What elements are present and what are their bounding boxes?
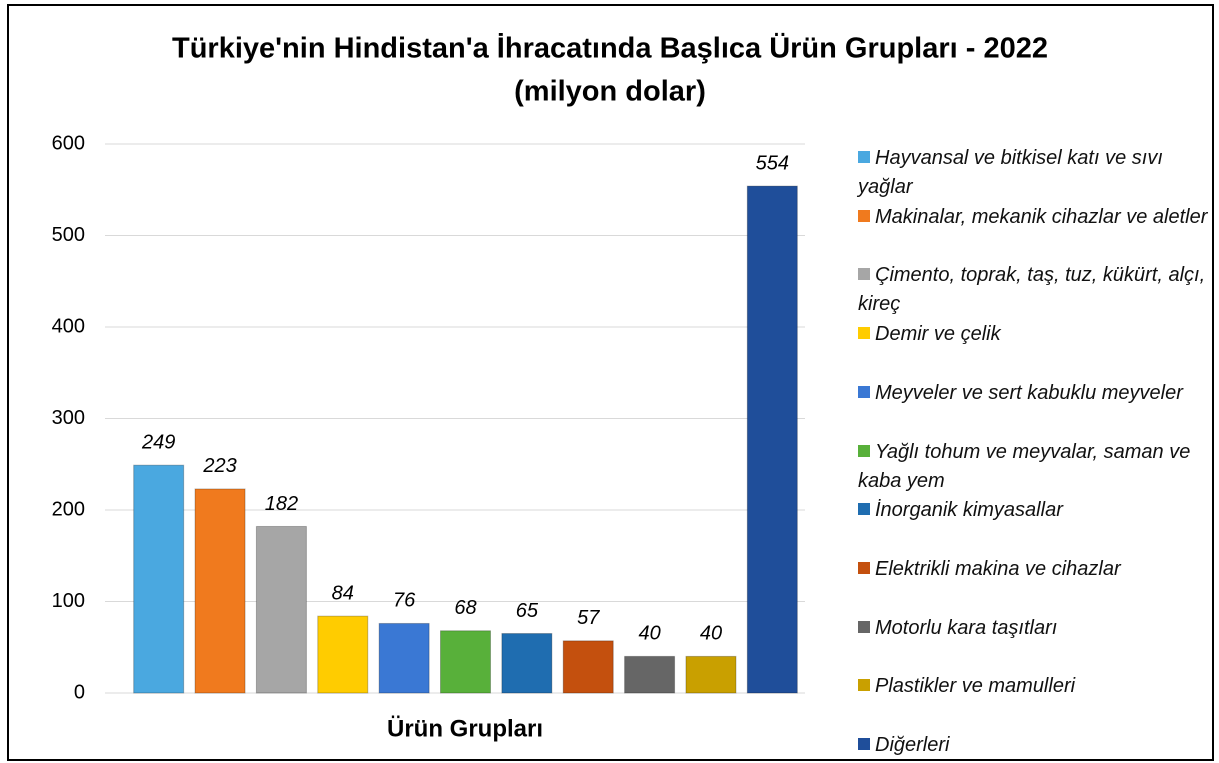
- bar: [133, 464, 185, 694]
- legend-label: Hayvansal ve bitkisel katı ve sıvı yağla…: [858, 147, 1163, 198]
- chart-subtitle: (milyon dolar): [514, 76, 706, 108]
- legend-swatch: [858, 620, 870, 633]
- chart-title: Türkiye'nin Hindistan'a İhracatında Başl…: [172, 32, 1048, 65]
- y-tick-label: 400: [52, 315, 85, 337]
- bar: [440, 630, 491, 694]
- value-label: 57: [577, 607, 600, 629]
- value-label: 68: [454, 597, 476, 619]
- legend-entry: Yağlı tohum ve meyvalar, saman ve kaba y…: [858, 438, 1210, 496]
- legend-label: Elektrikli makina ve cihazlar: [875, 557, 1121, 580]
- bar: [255, 525, 307, 694]
- legend-entry: Demir ve çelik: [858, 320, 1210, 349]
- bar: [317, 615, 369, 694]
- legend-label: Plastikler ve mamulleri: [875, 675, 1076, 698]
- legend-label: İnorganik kimyasallar: [875, 499, 1063, 522]
- legend-entry: Elektrikli makina ve cihazlar: [858, 555, 1210, 584]
- legend-label: Meyveler ve sert kabuklu meyveler: [875, 381, 1183, 404]
- value-label: 554: [756, 152, 789, 174]
- legend-label: Motorlu kara taşıtları: [875, 616, 1058, 639]
- value-label: 223: [202, 455, 236, 477]
- y-tick-label: 600: [52, 132, 85, 154]
- value-label: 76: [393, 590, 416, 612]
- legend-entry: Çimento, toprak, taş, tuz, kükürt, alçı,…: [858, 261, 1210, 319]
- y-tick-label: 100: [52, 590, 85, 612]
- bar: [501, 633, 553, 694]
- bar: [194, 488, 246, 694]
- legend-swatch: [858, 268, 870, 281]
- legend-swatch: [858, 561, 870, 574]
- legend-swatch: [858, 327, 870, 340]
- y-tick-label: 200: [52, 498, 85, 520]
- legend-swatch: [858, 503, 870, 516]
- value-label: 40: [700, 623, 722, 645]
- value-label: 65: [516, 600, 539, 622]
- value-label: 84: [332, 582, 354, 604]
- frame: [7, 4, 1214, 761]
- legend-swatch: [858, 209, 870, 222]
- bar: [562, 640, 614, 694]
- y-tick-label: 300: [52, 407, 85, 429]
- value-label: 249: [141, 431, 175, 453]
- legend-label: Makinalar, mekanik cihazlar ve aletler: [875, 205, 1208, 228]
- legend-swatch: [858, 385, 870, 398]
- x-axis-label: Ürün Grupları: [387, 715, 543, 742]
- value-label: 40: [638, 623, 660, 645]
- legend-swatch: [858, 444, 870, 457]
- legend-swatch: [858, 151, 870, 163]
- bar: [746, 185, 798, 694]
- value-label: 182: [265, 493, 298, 515]
- legend-entry: Makinalar, mekanik cihazlar ve aletler: [858, 203, 1210, 232]
- legend-label: Yağlı tohum ve meyvalar, saman ve kaba y…: [858, 440, 1191, 492]
- legend-label: Diğerleri: [875, 734, 950, 756]
- legend-entry: Diğerleri: [858, 731, 1210, 760]
- legend-label: Çimento, toprak, taş, tuz, kükürt, alçı,…: [858, 264, 1206, 316]
- y-tick-label: 0: [74, 681, 85, 703]
- bar: [624, 655, 676, 694]
- legend-entry: Hayvansal ve bitkisel katı ve sıvı yağla…: [858, 144, 1210, 202]
- legend-swatch: [858, 679, 870, 692]
- y-tick-label: 500: [52, 224, 85, 246]
- legend-entry: Meyveler ve sert kabuklu meyveler: [858, 379, 1210, 408]
- legend-entry: İnorganik kimyasallar: [858, 496, 1210, 525]
- legend-entry: Plastikler ve mamulleri: [858, 672, 1210, 701]
- legend-swatch: [858, 738, 870, 750]
- legend-label: Demir ve çelik: [875, 323, 1001, 346]
- bar: [378, 622, 430, 694]
- bar: [685, 655, 737, 694]
- legend-entry: Motorlu kara taşıtları: [858, 614, 1210, 643]
